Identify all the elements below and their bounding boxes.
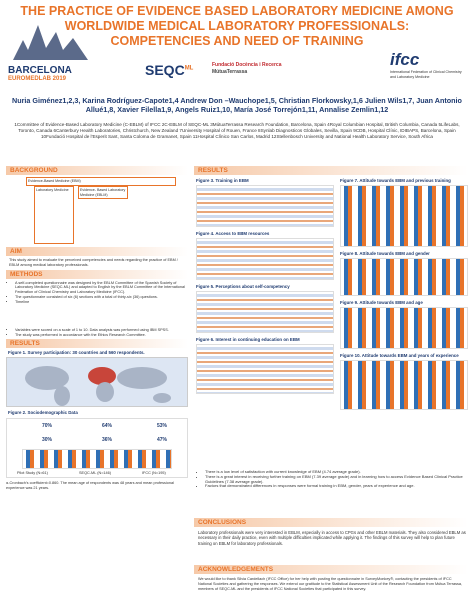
methods-item: A self-completed questionnaire was desig…	[15, 281, 188, 295]
map	[25, 366, 171, 407]
methods-item: Variables were scored on a scale of 1 to…	[15, 328, 188, 333]
section-heading: RESULTS	[6, 339, 188, 349]
section-heading: BACKGROUND	[6, 166, 188, 175]
pct-label: 36%	[102, 437, 113, 444]
boxplot-area	[22, 449, 172, 470]
logo-text: BARCELONA	[8, 65, 72, 76]
figure-panel	[340, 307, 468, 349]
figure-title: Figure 6. Interest in continuing educati…	[196, 337, 300, 342]
figure-title: Figure 4. Access to EBM resources	[196, 231, 270, 236]
figure-title: Figure 5. Perceptions about self-compete…	[196, 284, 290, 289]
methods-item: Timeline	[15, 300, 188, 328]
figure-title: Figure 2. Sociodemographic Data	[8, 410, 78, 416]
title: THE PRACTICE OF EVIDENCE BASED LABORATOR…	[20, 4, 454, 48]
results-item: There is a great interest in receiving f…	[205, 474, 468, 485]
diagram-box: Evidence- Based Laboratory Medicine (EBL…	[78, 186, 128, 199]
figure-panel	[196, 291, 334, 333]
logo-text: Fundació Docència i Recerca	[212, 62, 282, 68]
affiliations: 1Committee of Evidence-Based Laboratory …	[14, 122, 460, 139]
section-heading: CONCLUSIONS	[194, 518, 468, 527]
authors: Nuria Giménez1,2,3, Karina Rodríguez-Cap…	[12, 96, 462, 114]
results-list: There is a low level of satisfaction wit…	[196, 469, 468, 489]
figure-title: Figure 10. Attitude towards EBM and year…	[340, 353, 459, 358]
logo-text: ML	[184, 65, 194, 72]
logo-text: MútuaTerrassa	[212, 69, 248, 75]
logo-text: EUROMEDLAB 2019	[8, 76, 67, 82]
methods-item: The questionnaire consisted of six (6) s…	[15, 295, 188, 300]
diagram-box: Evidence-Based Medicine (EBM)	[26, 177, 176, 186]
logo-mutua: Fundació Docència i Recerca MútuaTerrass…	[212, 62, 312, 76]
conclusions-text: Laboratory professionals were very inter…	[198, 530, 466, 546]
methods-item: The study was performed in accordance wi…	[15, 333, 188, 338]
sociodemographic-figure: 70% 30% 64% 36% 53% 47% Pilot Study (N=6…	[6, 418, 188, 479]
pct-label: 70%	[42, 423, 53, 430]
group-label: IFCC (N=195)	[142, 471, 166, 476]
pct-label: 53%	[157, 423, 168, 430]
middle-column: Figure 3. Training in EBM Figure 4. Acce…	[196, 178, 334, 398]
diagram-box: Laboratory Medicine	[34, 186, 74, 244]
background-diagram: Evidence-Based Medicine (EBM) Laboratory…	[6, 177, 188, 247]
group-label: Pilot Study (N=61)	[17, 471, 48, 476]
figure-panel	[196, 238, 334, 280]
group-label: SEQC-ML (N=146)	[79, 471, 112, 476]
section-heading: RESULTS	[194, 166, 468, 175]
note: α-Cronbach's coefficient=0.860. The mean…	[6, 481, 174, 491]
section-heading: METHODS	[6, 269, 188, 279]
figure-panel	[196, 344, 334, 394]
figure-title: Figure 7. Attitude towards EBM and previ…	[340, 178, 451, 183]
results-item: There is a low level of satisfaction wit…	[205, 469, 468, 475]
figure-panel	[196, 185, 334, 227]
logo-euromedlab: BARCELONA EUROMEDLAB 2019	[8, 20, 96, 82]
pct-label: 47%	[157, 437, 168, 444]
figure-panel	[340, 258, 468, 296]
logo-ifcc: ifcc International Federation of Clinica…	[390, 50, 468, 79]
figure-panel	[340, 185, 468, 247]
figure-title: Figure 3. Training in EBM	[196, 178, 249, 183]
logo-text: ifcc	[390, 50, 420, 69]
figure-title: Figure 9. Attitude towards EBM and age	[340, 300, 423, 305]
aim-text: This study aimed to evaluate the perceiv…	[9, 258, 178, 267]
skyline	[13, 25, 88, 60]
pct-label: 64%	[102, 423, 113, 430]
map-figure	[6, 357, 188, 408]
logo-text: International Federation of Clinical Che…	[390, 70, 462, 79]
figure-title: Figure 8. Attitude towards EBM and gende…	[340, 251, 430, 256]
section-heading: ACKNOWLEDGEMENTS	[194, 565, 468, 574]
acknowledgements-text: We would like to thank Silvia Cardellach…	[198, 577, 463, 591]
figure-panel	[340, 360, 468, 410]
logo-seqc: SEQCML	[145, 62, 193, 78]
methods-list: A self-completed questionnaire was desig…	[6, 281, 188, 338]
figure-title: Figure 1. Survey participation: 30 count…	[8, 350, 145, 356]
right-column: Figure 7. Attitude towards EBM and previ…	[340, 178, 468, 414]
results-item: Factors that demonstrated differences in…	[205, 484, 468, 489]
logo-text: SEQC	[145, 62, 185, 78]
pct-label: 30%	[42, 437, 53, 444]
section-heading: AIM	[6, 247, 188, 256]
left-column: BACKGROUND Evidence-Based Medicine (EBM)…	[6, 166, 188, 491]
